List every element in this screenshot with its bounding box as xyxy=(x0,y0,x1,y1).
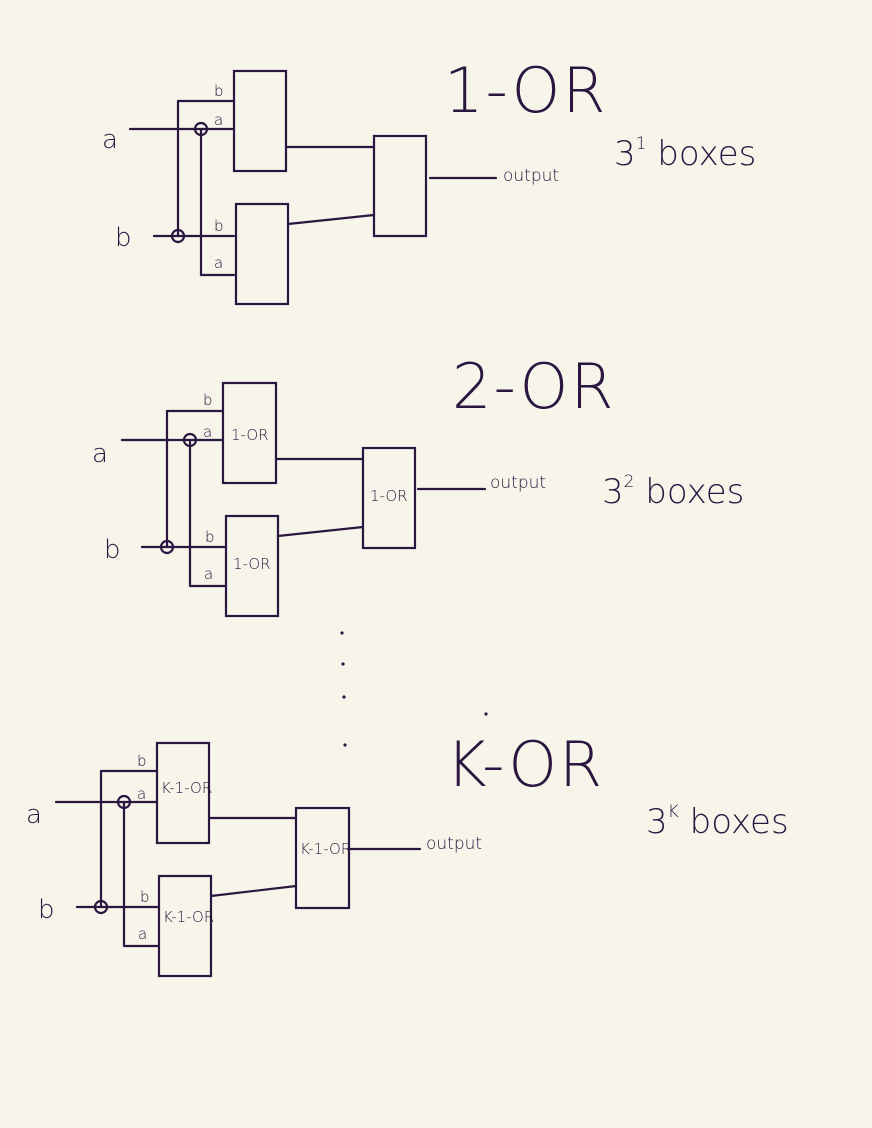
ellipsis-dot xyxy=(340,631,344,635)
bottom-box-label: 1-OR xyxy=(233,555,271,573)
junction-a xyxy=(193,121,209,137)
top-box-label: K-1-OR xyxy=(161,779,212,797)
ellipsis-dot xyxy=(484,712,488,716)
junction-b xyxy=(159,539,175,555)
bottom-or-box xyxy=(157,874,213,978)
junction-a xyxy=(116,794,132,810)
junction-b xyxy=(93,899,109,915)
bottom-or-box xyxy=(234,202,290,306)
a-branch-wire xyxy=(199,127,236,277)
final-or-box xyxy=(294,806,351,910)
diagram-1-or: 1-OR a b b a b a output 31 boxes xyxy=(102,54,756,306)
final-or-box xyxy=(361,446,417,550)
a-branch-wire xyxy=(188,438,228,588)
input-b-label: b xyxy=(104,535,121,565)
pin-a-label: a xyxy=(214,111,223,129)
ellipsis-dot xyxy=(343,743,347,747)
pin-b-label: b xyxy=(214,217,224,235)
output-label: output xyxy=(503,166,559,186)
b-branch-wire xyxy=(176,99,236,238)
pin-a-label: a xyxy=(203,423,212,441)
box-count: 32 boxes xyxy=(602,472,744,512)
diagram-2-or: 2-OR a b b a b a 1-OR 1-OR 1-OR output 3… xyxy=(92,350,744,618)
b-branch-wire xyxy=(165,409,225,549)
bottom-to-final-wire xyxy=(209,884,298,898)
input-b-label: b xyxy=(115,223,132,253)
bottom-or-box xyxy=(224,514,280,618)
top-or-box xyxy=(155,741,211,845)
final-or-box xyxy=(372,134,428,238)
pin-b-label: b xyxy=(203,391,213,409)
pin-b-label: b xyxy=(214,82,224,100)
b-branch-wire xyxy=(99,769,159,909)
box-count: 31 boxes xyxy=(614,134,756,174)
final-box-label: 1-OR xyxy=(370,487,408,505)
bottom-box-label: K-1-OR xyxy=(163,908,214,926)
ellipsis-dot xyxy=(342,695,346,699)
ellipsis-dot xyxy=(341,662,345,666)
pin-a-label: a xyxy=(204,565,213,583)
final-box-label: K-1-OR xyxy=(300,840,351,858)
top-or-box xyxy=(232,69,288,173)
a-branch-wire xyxy=(122,800,161,948)
diagram-k-or: K-OR a b b a b a K-1-OR K-1-OR K-1-OR ou… xyxy=(26,728,789,978)
pin-a-label: a xyxy=(137,785,146,803)
diagram-title: K-OR xyxy=(446,728,604,801)
diagram-title: 1-OR xyxy=(444,54,607,127)
input-a-label: a xyxy=(92,439,108,469)
junction-b xyxy=(170,228,186,244)
junction-a xyxy=(182,432,198,448)
input-a-label: a xyxy=(26,800,42,830)
top-or-box xyxy=(221,381,278,485)
pin-a-label: a xyxy=(138,925,147,943)
top-box-label: 1-OR xyxy=(231,426,269,444)
input-a-label: a xyxy=(102,125,118,155)
pin-a-label: a xyxy=(214,254,223,272)
output-label: output xyxy=(490,473,546,493)
output-label: output xyxy=(426,834,482,854)
bottom-to-final-wire xyxy=(276,525,365,538)
pin-b-label: b xyxy=(140,888,150,906)
ellipsis-dots xyxy=(340,631,488,747)
pin-b-label: b xyxy=(137,752,147,770)
box-count: 3K boxes xyxy=(646,802,789,842)
bottom-to-final-wire xyxy=(286,213,376,226)
input-b-label: b xyxy=(38,895,55,925)
pin-b-label: b xyxy=(205,528,215,546)
diagram-title: 2-OR xyxy=(452,350,615,423)
